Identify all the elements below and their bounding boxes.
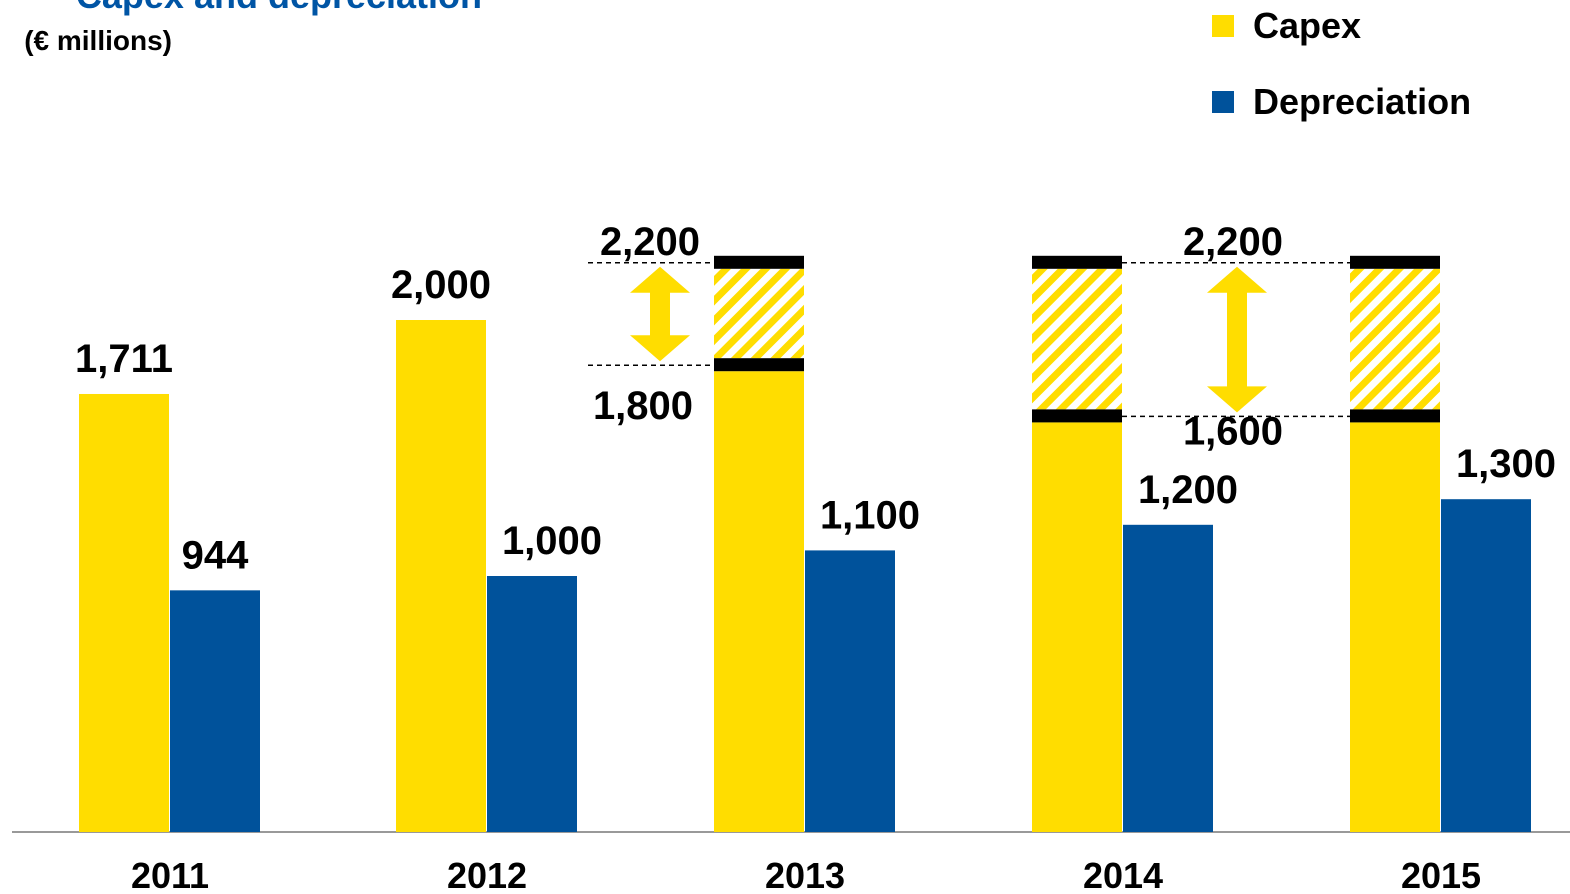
range-cap	[1032, 409, 1122, 423]
bar	[1032, 422, 1122, 832]
data-label: 1,200	[1138, 468, 1238, 512]
bar	[487, 576, 577, 832]
range-cap	[714, 255, 804, 269]
data-label: 1,711	[75, 337, 173, 381]
range-arrow	[1207, 266, 1267, 413]
legend-label: Capex	[1253, 5, 1361, 46]
x-tick-label: 2012	[447, 855, 527, 894]
range-arrow	[630, 266, 690, 362]
bar	[1350, 422, 1440, 832]
data-label: 1,800	[593, 384, 693, 428]
bar	[805, 550, 895, 832]
x-tick-label: 2011	[131, 855, 209, 894]
legend-label: Depreciation	[1253, 81, 1471, 122]
data-label: 1,000	[502, 519, 602, 563]
data-label: 2,200	[1183, 220, 1283, 264]
data-label: 2,000	[391, 263, 491, 307]
range-cap	[1350, 255, 1440, 269]
data-label: 944	[182, 533, 249, 577]
legend-swatch	[1212, 15, 1234, 37]
data-label: 2,200	[600, 220, 700, 264]
x-tick-label: 2013	[765, 855, 845, 894]
x-tick-label: 2014	[1083, 855, 1163, 894]
chart-title: Capex and depreciation	[76, 0, 482, 16]
bar	[396, 320, 486, 832]
range-segment	[714, 268, 804, 359]
bar	[714, 371, 804, 832]
range-segment	[1032, 268, 1122, 410]
range-cap	[1032, 255, 1122, 269]
range-cap	[1350, 409, 1440, 423]
bar	[1441, 499, 1531, 832]
data-label: 1,100	[820, 493, 920, 537]
bar	[79, 393, 169, 832]
chart-subtitle: (€ millions)	[24, 25, 172, 56]
range-segment	[1350, 268, 1440, 410]
bar	[1123, 524, 1213, 832]
range-cap	[714, 358, 804, 372]
data-label: 1,300	[1456, 442, 1556, 486]
legend-swatch	[1212, 91, 1234, 113]
x-tick-label: 2015	[1401, 855, 1481, 894]
bar	[170, 590, 260, 832]
